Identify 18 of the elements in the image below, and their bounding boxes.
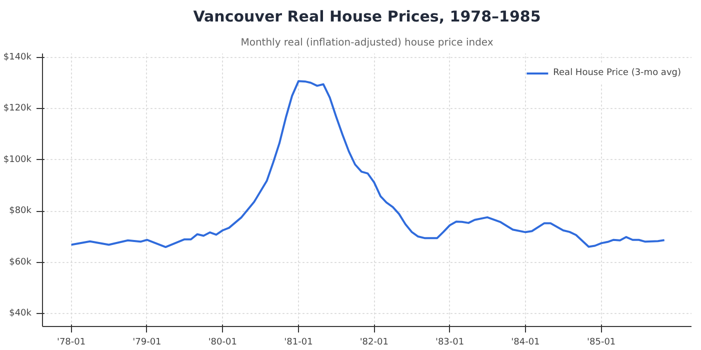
chart-title: Vancouver Real House Prices, 1978–1985 [193, 8, 541, 26]
y-tick-label: $120k [3, 104, 32, 114]
line-series [70, 80, 666, 248]
y-tick-label: $40k [9, 308, 32, 319]
x-tick-label: '85-01 [587, 338, 616, 348]
x-tick-label: '82-01 [360, 338, 388, 348]
y-tick-label: $100k [3, 154, 32, 165]
x-tick-label: '81-01 [284, 338, 313, 348]
y-tick-label: $80k [9, 206, 32, 216]
chart-subtitle: Monthly real (inflation-adjusted) house price index [240, 38, 494, 48]
x-tick-label: '84-01 [511, 338, 540, 348]
y-tick-label: $140k [3, 52, 32, 62]
x-tick-label: '79-01 [132, 338, 162, 348]
x-tick-label: '80-01 [208, 338, 237, 348]
legend-label: Real House Price (3-mo avg) [553, 68, 681, 78]
y-tick-label: $60k [9, 257, 32, 268]
x-tick-label: '78-01 [57, 338, 86, 348]
x-tick-label: '83-01 [435, 338, 464, 348]
